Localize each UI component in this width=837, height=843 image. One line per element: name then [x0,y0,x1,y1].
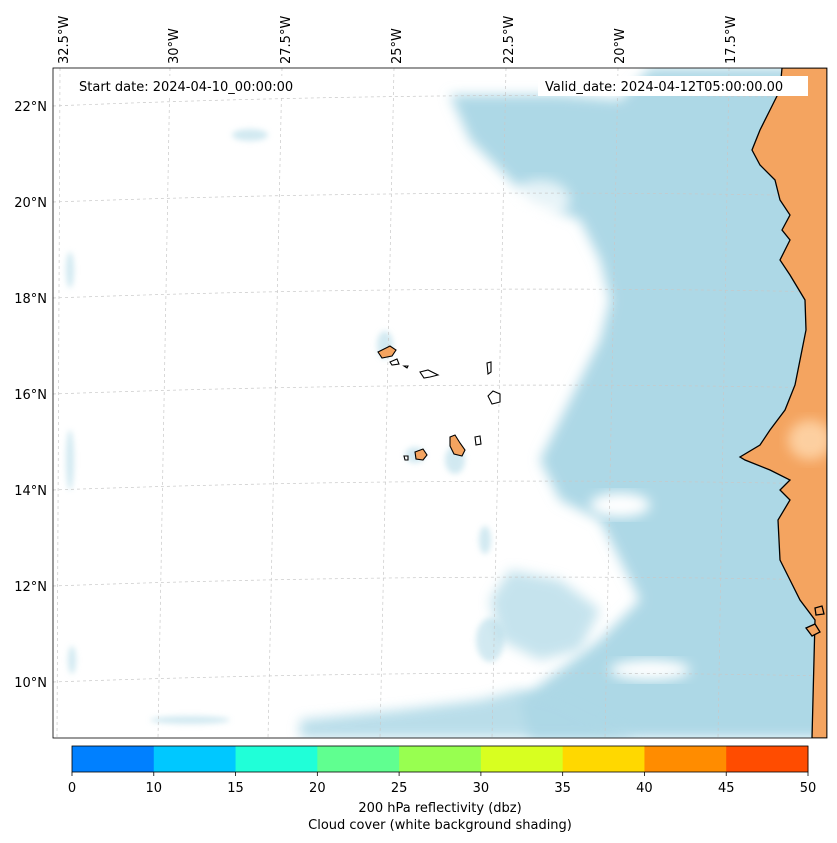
colorbar-tick-label: 30 [473,781,490,796]
lat-label: 10°N [14,676,47,691]
lon-label: 30°W [167,28,182,64]
island-santiago [449,434,466,457]
lat-label: 20°N [14,196,47,211]
island-sao-vicente [389,358,400,366]
lon-label: 22.5°W [502,16,517,64]
colorbar-segment [480,746,564,772]
graticule [53,68,827,738]
colorbar-tick-label: 20 [309,781,326,796]
island-santo-antao [377,345,397,359]
lat-label: 18°N [14,292,47,307]
lon-label: 25°W [390,28,405,64]
humidity-shading-south [300,690,640,738]
map-panel: Start date: 2024-04-10_00:00:00 Valid_da… [53,68,827,738]
cloud-patch [590,493,650,517]
coastal-islands [804,605,825,637]
colorbar-tick-label: 25 [391,781,408,796]
colorbar: 0 10 15 20 25 30 35 40 45 50 [68,745,816,796]
island-boa-vista [487,390,501,405]
island-brava [403,455,409,461]
colorbar-segment [399,746,482,772]
start-date-label: Start date: 2024-04-10_00:00:00 [79,80,293,95]
lat-label: 16°N [14,388,47,403]
lon-label: 27.5°W [279,16,294,64]
colorbar-subtitle: Cloud cover (white background shading) [308,818,572,833]
lon-label: 17.5°W [724,16,739,64]
colorbar-tick-label: 10 [146,781,163,796]
colorbar-segments [72,746,809,772]
valid-date-label: Valid_date: 2024-04-12T05:00:00.00 [545,80,783,95]
colorbar-tick-label: 0 [68,781,76,796]
start-date-box [70,76,315,96]
island-fogo [414,448,428,461]
colorbar-frame [71,745,809,773]
colorbar-segment [235,746,318,772]
colorbar-title: 200 hPa reflectivity (dbz) [358,801,522,816]
colorbar-segment [72,746,155,772]
colorbar-segment [153,746,237,772]
lon-label: 20°W [613,28,628,64]
humidity-shading [450,68,827,738]
colorbar-segment [317,746,400,772]
cloud-patch [515,526,565,554]
lat-label: 22°N [14,100,47,115]
colorbar-segment [562,746,645,772]
island-sal [486,361,492,375]
land-cloud [788,420,827,460]
valid-date-box [538,76,808,96]
cape-verde-islands [377,345,501,461]
colorbar-tick-label: 40 [636,781,653,796]
map-frame [52,67,828,739]
colorbar-tick-label: 15 [227,781,244,796]
island-maio [474,435,482,446]
colorbar-ticks: 0 10 15 20 25 30 35 40 45 50 [68,772,816,796]
latitude-labels: 22°N 20°N 18°N 16°N 14°N 12°N 10°N [14,100,47,691]
colorbar-tick-label: 45 [718,781,735,796]
colorbar-segment [726,746,809,772]
colorbar-tick-label: 35 [554,781,571,796]
humidity-shading-patch [490,570,600,660]
lat-label: 12°N [14,580,47,595]
lon-label: 32.5°W [57,16,72,64]
cloud-patch [610,660,690,680]
cloud-patch [510,180,570,220]
colorbar-segment [644,746,727,772]
longitude-labels: 32.5°W 30°W 27.5°W 25°W 22.5°W 20°W 17.5… [57,16,739,64]
colorbar-tick-label: 50 [800,781,817,796]
africa-landmass [738,68,827,738]
lat-label: 14°N [14,484,47,499]
island-santa-luzia [402,365,409,369]
island-sao-nicolau [419,369,440,379]
